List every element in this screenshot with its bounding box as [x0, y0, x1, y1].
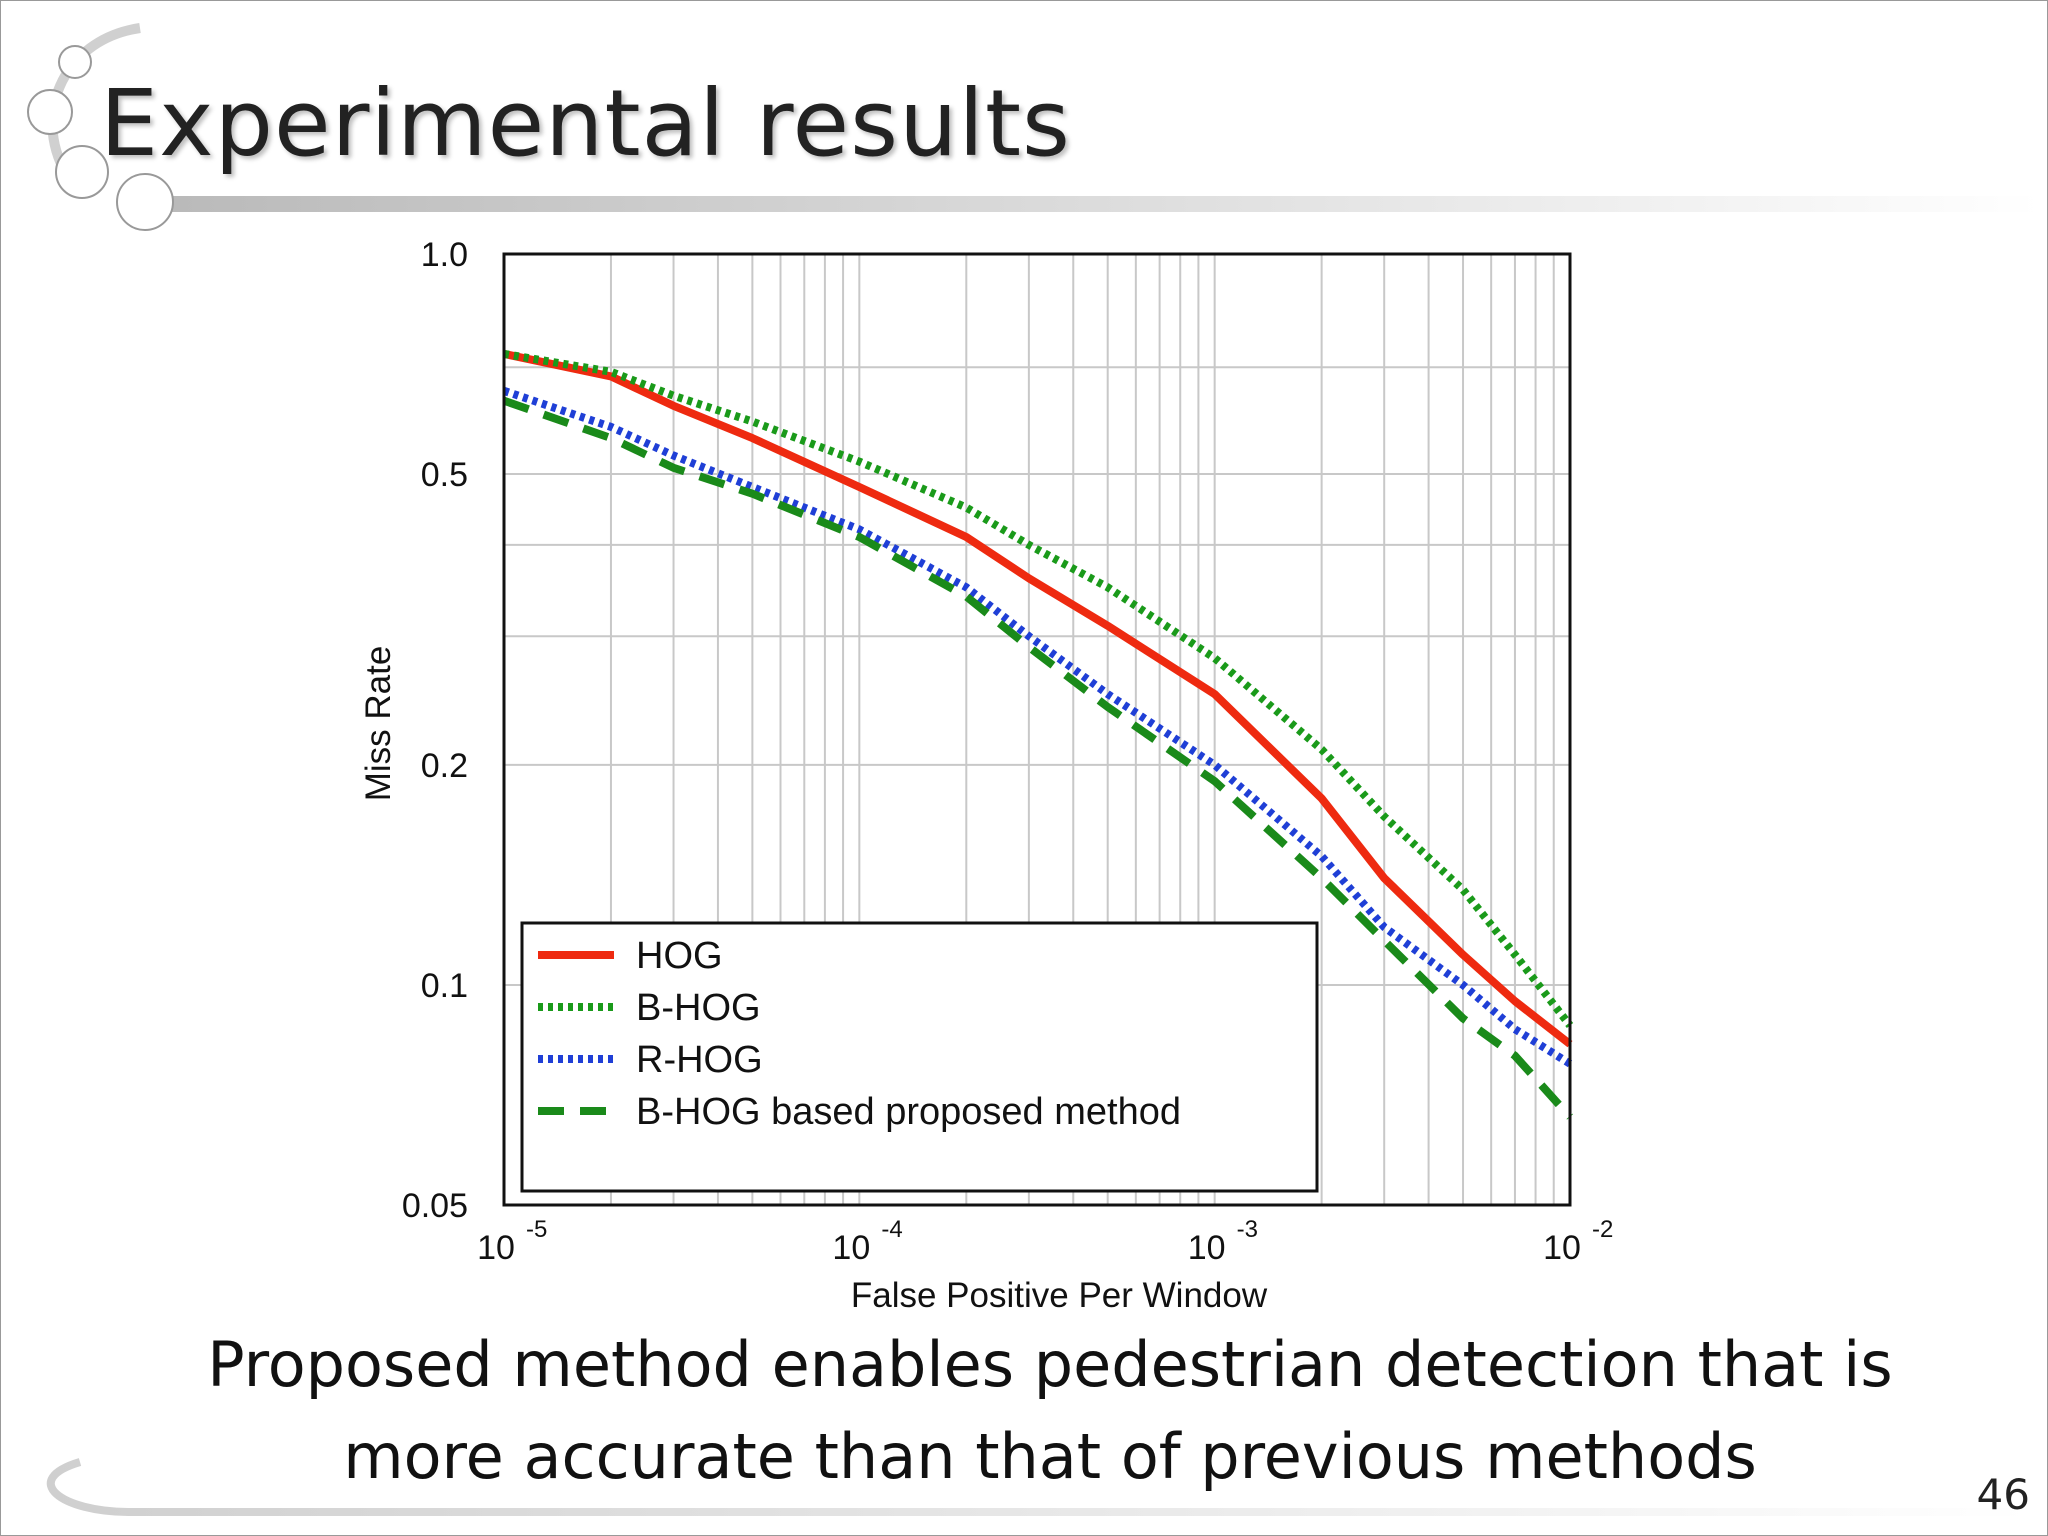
caption-line-2: more accurate than that of previous meth…: [343, 1420, 1757, 1493]
legend-label-1: HOG: [636, 935, 723, 977]
y-tick-label: 1.0: [421, 236, 468, 274]
legend-label-3: R-HOG: [636, 1039, 763, 1081]
x-tick-exponent: -2: [1592, 1216, 1613, 1243]
series-line-2: [503, 349, 1574, 1028]
plot-area-border: [502, 252, 1572, 1207]
y-axis-label: Miss Rate: [359, 646, 398, 802]
y-tick-label: 0.1: [421, 967, 468, 1005]
bottom-swoosh: [46, 1458, 2030, 1516]
y-tick-label: 0.2: [421, 747, 468, 785]
caption-line-1: Proposed method enables pedestrian detec…: [207, 1328, 1893, 1401]
legend-box: [520, 921, 1319, 1193]
decor-circle-3: [55, 145, 109, 199]
legend-label-4: B-HOG based proposed method: [636, 1091, 1181, 1133]
x-axis-label: False Positive Per Window: [851, 1276, 1268, 1315]
series-line-4: [502, 396, 1573, 1120]
x-tick-label: 10: [1543, 1229, 1581, 1267]
x-tick-label: 10: [477, 1229, 515, 1267]
slide-title: Experimental results: [100, 70, 1071, 177]
y-tick-label: 0.05: [402, 1187, 468, 1225]
decor-circle-4: [116, 173, 174, 231]
decor-circle-1: [58, 45, 92, 79]
decor-circle-2: [27, 89, 73, 135]
y-tick-label: 0.5: [421, 456, 468, 494]
title-underline-bar: [120, 196, 2040, 212]
x-tick-label: 10: [1188, 1229, 1226, 1267]
x-tick-exponent: -4: [881, 1216, 902, 1243]
x-tick-exponent: -5: [526, 1216, 547, 1243]
x-tick-label: 10: [832, 1229, 870, 1267]
decor-arc: [47, 23, 141, 183]
x-tick-exponent: -3: [1237, 1216, 1258, 1243]
series-line-1: [503, 349, 1573, 1048]
series-line-3: [502, 387, 1573, 1068]
page-number: 46: [1976, 1470, 2030, 1519]
legend-label-2: B-HOG: [636, 987, 761, 1029]
